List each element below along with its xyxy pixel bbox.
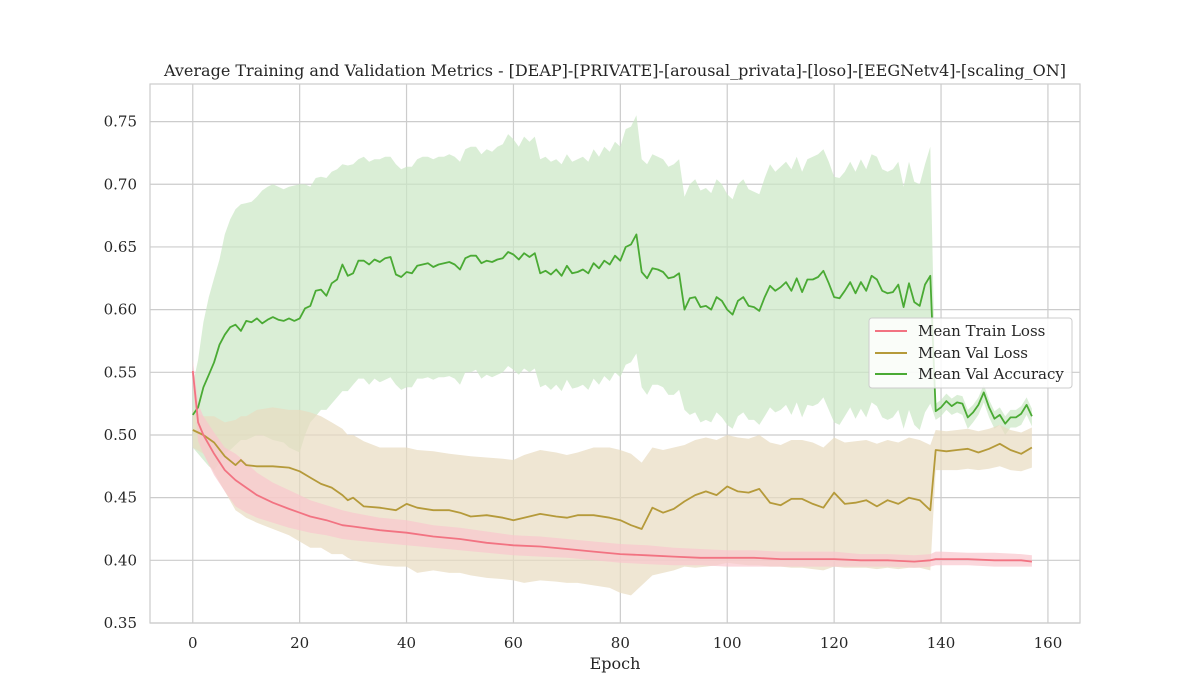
band-series-2 — [192, 115, 1032, 471]
line-series-2 — [192, 233, 1033, 425]
y-tick-label: 0.45 — [104, 489, 137, 507]
y-tick-label: 0.75 — [104, 113, 137, 131]
x-tick-label: 40 — [397, 634, 416, 652]
x-tick-label: 60 — [504, 634, 523, 652]
y-tick-label: 0.55 — [104, 363, 137, 381]
x-tick-label: 20 — [290, 634, 309, 652]
x-axis-title: Epoch — [590, 654, 641, 673]
x-axis-ticks: 0 20 40 60 80 100 120 140 160 — [188, 634, 1062, 652]
y-axis-ticks: 0.35 0.40 0.45 0.50 0.55 0.60 0.65 0.70 0.75 — [104, 113, 137, 632]
y-tick-label: 0.40 — [104, 551, 137, 569]
y-tick-label: 0.50 — [104, 426, 137, 444]
line-series-1 — [192, 429, 1033, 530]
x-tick-label: 0 — [188, 634, 198, 652]
y-tick-label: 0.70 — [104, 175, 137, 193]
x-tick-label: 100 — [713, 634, 742, 652]
x-tick-label: 140 — [927, 634, 956, 652]
legend: Mean Train Loss Mean Val Loss Mean Val A… — [868, 317, 1073, 389]
x-tick-label: 120 — [820, 634, 849, 652]
series-lines — [191, 233, 1033, 563]
x-tick-label: 160 — [1034, 634, 1063, 652]
y-tick-label: 0.65 — [104, 238, 137, 256]
legend-label-val-accuracy: Mean Val Accuracy — [918, 365, 1064, 383]
confidence-bands — [192, 115, 1032, 596]
line-series-0 — [191, 370, 1033, 563]
y-tick-label: 0.35 — [104, 614, 137, 632]
legend-label-train-loss: Mean Train Loss — [918, 322, 1045, 340]
legend-label-val-loss: Mean Val Loss — [918, 344, 1028, 362]
band-series-1 — [192, 407, 1032, 596]
legend-box — [868, 317, 1073, 389]
chart-title: Average Training and Validation Metrics … — [163, 61, 1066, 80]
x-tick-label: 80 — [611, 634, 630, 652]
y-tick-label: 0.60 — [104, 301, 137, 319]
